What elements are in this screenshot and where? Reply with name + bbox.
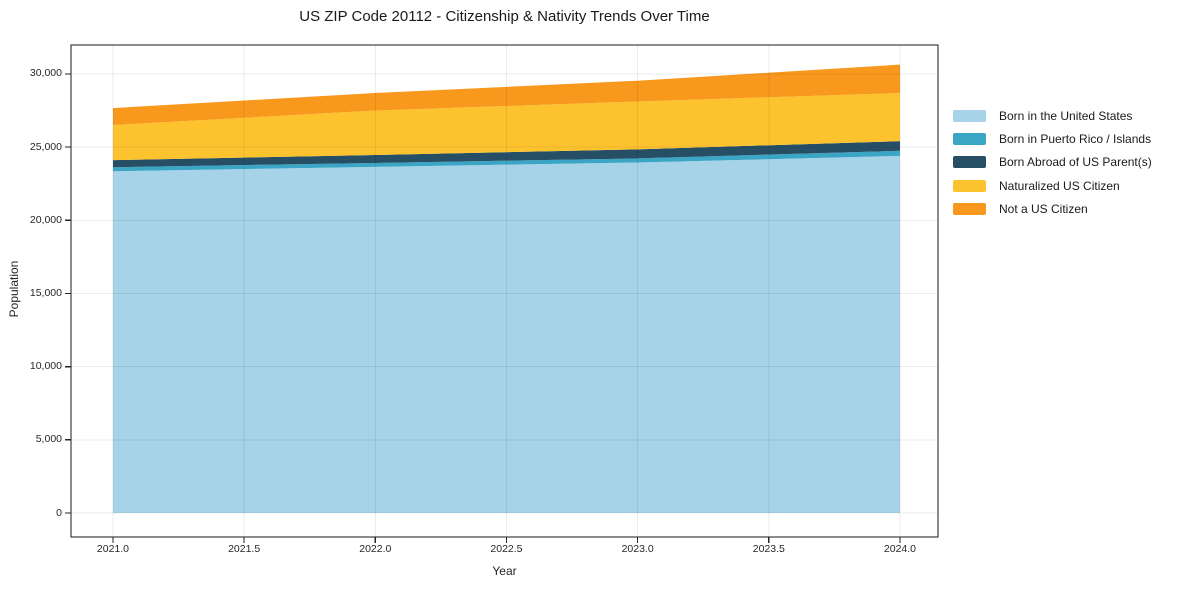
y-tick-label: 30,000 <box>29 67 62 80</box>
legend-row: Born in Puerto Rico / Islands <box>953 127 1152 150</box>
legend-swatch <box>953 202 986 215</box>
legend-swatch <box>953 156 986 169</box>
y-tick-label: 5,000 <box>35 433 62 446</box>
area-series-2 <box>112 141 900 168</box>
legend-row: Not a US Citizen <box>953 197 1152 220</box>
x-tick-label: 2023.5 <box>752 543 785 555</box>
legend-row: Born in the United States <box>953 104 1152 127</box>
y-tick-label: 20,000 <box>29 213 62 226</box>
x-tick-label: 2022.5 <box>490 543 523 555</box>
x-tick-label: 2024.0 <box>883 543 917 555</box>
x-axis-label: Year <box>492 564 517 578</box>
legend-swatch <box>953 179 986 192</box>
y-tick-label: 15,000 <box>29 286 62 299</box>
y-axis-label: Population <box>7 260 21 318</box>
legend-label: Naturalized US Citizen <box>999 178 1120 193</box>
area-series-0 <box>112 155 900 513</box>
y-tick-label: 0 <box>56 506 62 519</box>
legend-label: Born Abroad of US Parent(s) <box>999 155 1152 170</box>
plot-border <box>70 44 939 538</box>
x-tick-label: 2023.0 <box>621 543 654 555</box>
legend-swatch <box>953 132 986 145</box>
legend-label: Born in the United States <box>999 108 1133 123</box>
legend-label: Born in Puerto Rico / Islands <box>999 131 1152 146</box>
chart-title: US ZIP Code 20112 - Citizenship & Nativi… <box>299 8 710 25</box>
x-tick-label: 2021.5 <box>228 543 261 555</box>
legend: Born in the United States Born in Puerto … <box>953 104 1152 220</box>
area-series-1 <box>112 150 900 172</box>
x-tick-label: 2021.0 <box>96 543 130 555</box>
y-tick-label: 10,000 <box>29 360 62 373</box>
legend-row: Born Abroad of US Parent(s) <box>953 151 1152 174</box>
x-tick-label: 2022.0 <box>359 543 392 555</box>
area-series-3 <box>112 93 900 161</box>
legend-row: Naturalized US Citizen <box>953 174 1152 197</box>
area-series-4 <box>112 64 900 126</box>
legend-swatch <box>953 109 986 122</box>
legend-label: Not a US Citizen <box>999 201 1088 216</box>
y-tick-label: 25,000 <box>29 140 62 153</box>
